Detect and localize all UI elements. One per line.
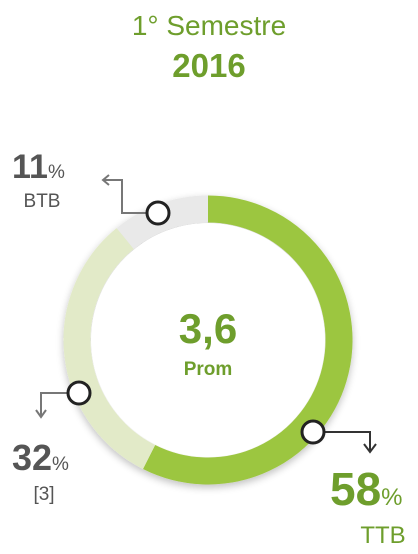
- donut-segment: [143, 195, 353, 485]
- category-label: TTB: [360, 522, 405, 549]
- value-unit: %: [52, 454, 69, 475]
- center-value: 3,6: [179, 305, 237, 352]
- chart-subtitle: 2016: [172, 47, 245, 84]
- value-label: 58%: [330, 463, 403, 515]
- value-number: 32: [12, 437, 52, 478]
- arrow: [104, 179, 158, 214]
- chart-title: 1° Semestre: [132, 10, 286, 41]
- marker: [300, 419, 326, 445]
- arrow-head: [101, 174, 110, 186]
- arrow: [313, 431, 371, 451]
- center-disc: [91, 223, 325, 457]
- arrow-head: [35, 409, 47, 419]
- marker: [66, 380, 92, 406]
- arrow: [40, 392, 79, 416]
- arrow-head: [363, 443, 377, 454]
- value-number: 11: [12, 148, 48, 186]
- category-label: BTB: [24, 191, 61, 212]
- donut-segment: [63, 228, 156, 470]
- center-label: Prom: [184, 359, 233, 380]
- marker: [145, 200, 171, 226]
- value-label: 11%: [12, 148, 65, 186]
- value-unit: %: [48, 162, 65, 183]
- category-label: [3]: [33, 484, 54, 505]
- value-unit: %: [381, 484, 402, 511]
- value-label: 32%: [12, 437, 69, 478]
- value-number: 58: [330, 463, 381, 515]
